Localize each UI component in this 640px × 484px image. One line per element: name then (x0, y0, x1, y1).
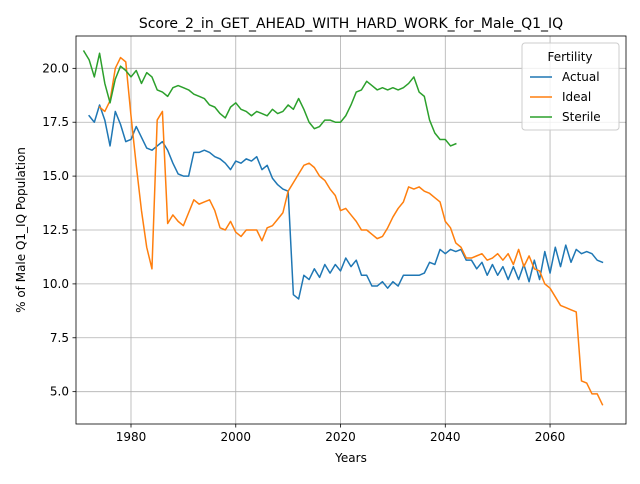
y-tick-label: 12.5 (42, 223, 69, 237)
x-axis-label: Years (334, 451, 367, 465)
x-axis-ticks: 1980 2000 2020 2040 2060 (116, 424, 566, 444)
y-tick-label: 10.0 (42, 277, 69, 291)
legend-box (521, 42, 620, 131)
y-tick-label: 7.5 (50, 331, 69, 345)
chart-title: Score_2_in_GET_AHEAD_WITH_HARD_WORK_for_… (139, 16, 563, 32)
x-tick-label: 2020 (325, 430, 356, 444)
y-axis-ticks: 5.0 7.5 10.0 12.5 15.0 17.5 20.0 (42, 61, 76, 399)
x-tick-label: 2000 (220, 430, 251, 444)
x-tick-label: 1980 (116, 430, 147, 444)
legend: Fertility Actual Ideal Sterile (521, 42, 620, 131)
series-line-ideal (98, 56, 604, 406)
y-tick-label: 5.0 (50, 385, 69, 399)
legend-label-sterile: Sterile (562, 110, 601, 124)
y-tick-label: 15.0 (42, 169, 69, 183)
y-tick-label: 17.5 (42, 115, 69, 129)
legend-entries: Actual Ideal Sterile (530, 70, 601, 124)
series-line-sterile (82, 50, 457, 147)
x-tick-label: 2040 (430, 430, 461, 444)
series-line-actual (88, 104, 604, 300)
x-tick-label: 2060 (535, 430, 566, 444)
y-tick-label: 20.0 (42, 61, 69, 75)
series-lines (82, 50, 604, 406)
legend-label-actual: Actual (562, 70, 600, 84)
y-axis-label: % of Male Q1_IQ Population (14, 147, 28, 313)
legend-label-ideal: Ideal (562, 90, 591, 104)
legend-title: Fertility (547, 50, 592, 64)
